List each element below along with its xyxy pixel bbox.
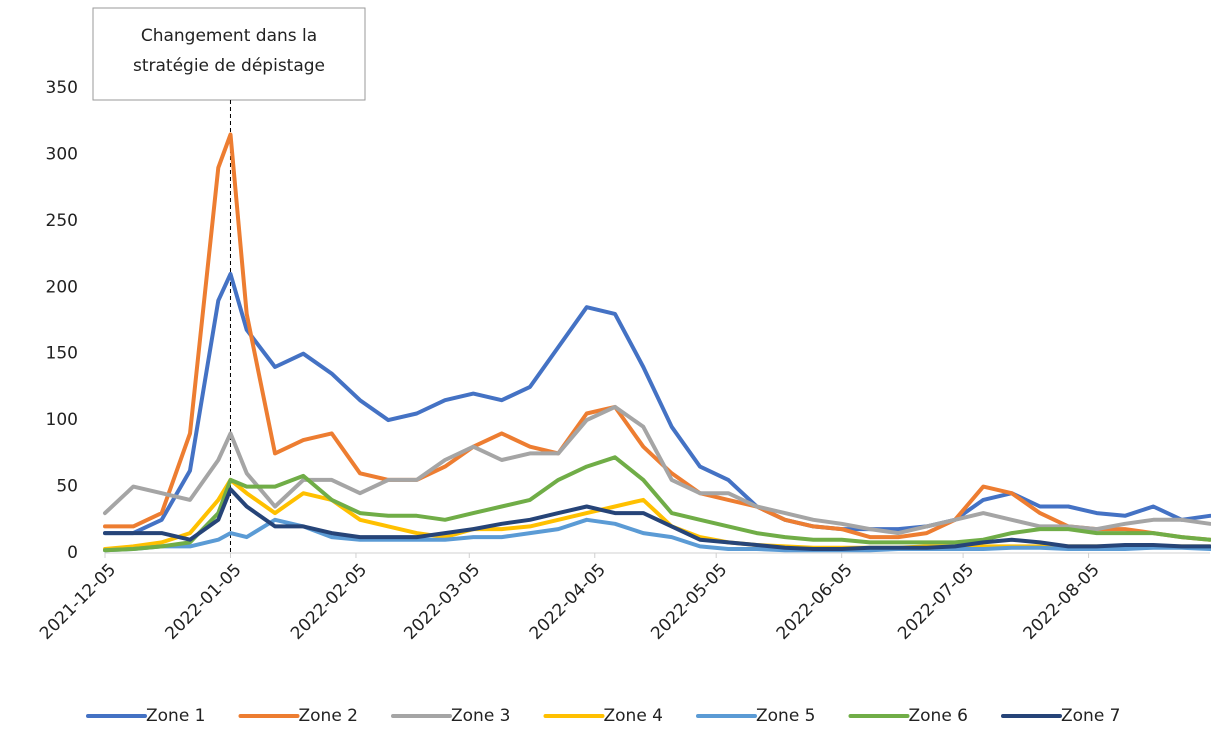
legend-label: Zone 4 [604, 706, 664, 726]
y-tick-label: 100 [46, 410, 78, 430]
x-tick-label: 2022-04-05 [526, 560, 610, 644]
series-line [103, 404, 1211, 536]
x-tick-label: 2021-12-05 [36, 560, 120, 644]
x-tick-label: 2022-01-05 [162, 560, 246, 644]
series-line [103, 455, 1211, 553]
y-tick-label: 200 [46, 277, 78, 297]
y-tick-label: 150 [46, 344, 78, 364]
y-tick-label: 50 [56, 477, 78, 497]
y-tick-label: 250 [46, 211, 78, 231]
legend-label: Zone 1 [146, 706, 206, 726]
legend-label: Zone 5 [756, 706, 816, 726]
legend-label: Zone 6 [909, 706, 969, 726]
series-line [103, 132, 1211, 542]
x-tick-label: 2022-03-05 [400, 560, 484, 644]
legend-label: Zone 2 [299, 706, 359, 726]
series-line [103, 517, 1211, 553]
x-tick-label: 2022-02-05 [287, 560, 371, 644]
x-tick-label: 2022-07-05 [894, 560, 978, 644]
x-tick-label: 2022-08-05 [1020, 560, 1104, 644]
series-line [103, 487, 1211, 551]
x-tick-label: 2022-06-05 [773, 560, 857, 644]
annotation-text: Changement dans la [141, 26, 317, 46]
legend-label: Zone 3 [451, 706, 511, 726]
annotation-text: stratégie de dépistage [133, 56, 325, 76]
y-tick-label: 300 [46, 144, 78, 164]
x-tick-label: 2022-05-05 [647, 560, 731, 644]
annotation-box [92, 7, 366, 101]
y-tick-label: 350 [46, 78, 78, 98]
y-tick-label: 0 [67, 543, 78, 563]
legend-label: Zone 7 [1061, 706, 1121, 726]
